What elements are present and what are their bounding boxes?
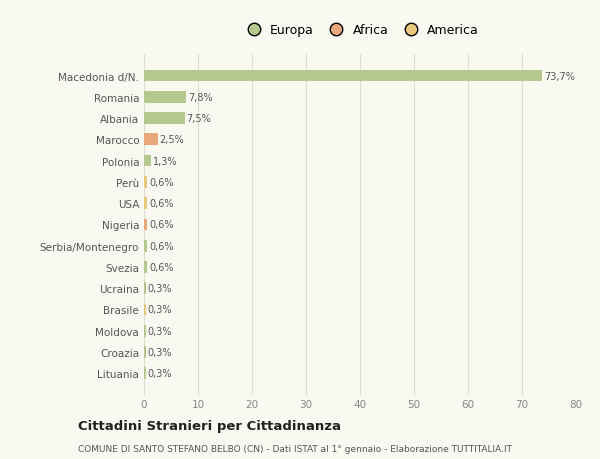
Text: 0,3%: 0,3%	[148, 347, 172, 357]
Text: 0,6%: 0,6%	[149, 241, 174, 251]
Bar	[144, 113, 185, 125]
Bar	[144, 283, 146, 294]
Bar	[144, 71, 542, 82]
Text: Cittadini Stranieri per Cittadinanza: Cittadini Stranieri per Cittadinanza	[78, 419, 341, 432]
Text: 7,8%: 7,8%	[188, 93, 213, 102]
Text: 0,3%: 0,3%	[148, 369, 172, 379]
Bar	[144, 92, 186, 103]
Bar	[144, 368, 146, 379]
Bar	[144, 219, 147, 231]
Bar	[144, 198, 147, 209]
Text: 73,7%: 73,7%	[544, 71, 575, 81]
Bar	[144, 325, 146, 337]
Text: 7,5%: 7,5%	[187, 114, 211, 124]
Text: 0,6%: 0,6%	[149, 220, 174, 230]
Bar	[144, 241, 147, 252]
Text: 0,3%: 0,3%	[148, 326, 172, 336]
Bar	[144, 134, 157, 146]
Text: 0,3%: 0,3%	[148, 305, 172, 315]
Text: COMUNE DI SANTO STEFANO BELBO (CN) - Dati ISTAT al 1° gennaio - Elaborazione TUT: COMUNE DI SANTO STEFANO BELBO (CN) - Dat…	[78, 444, 512, 453]
Bar	[144, 177, 147, 188]
Bar	[144, 156, 151, 167]
Bar	[144, 304, 146, 316]
Legend: Europa, Africa, America: Europa, Africa, America	[238, 21, 482, 41]
Text: 0,6%: 0,6%	[149, 263, 174, 272]
Text: 0,3%: 0,3%	[148, 284, 172, 294]
Bar	[144, 347, 146, 358]
Text: 2,5%: 2,5%	[160, 135, 184, 145]
Text: 1,3%: 1,3%	[153, 156, 178, 166]
Text: 0,6%: 0,6%	[149, 178, 174, 187]
Bar	[144, 262, 147, 273]
Text: 0,6%: 0,6%	[149, 199, 174, 209]
